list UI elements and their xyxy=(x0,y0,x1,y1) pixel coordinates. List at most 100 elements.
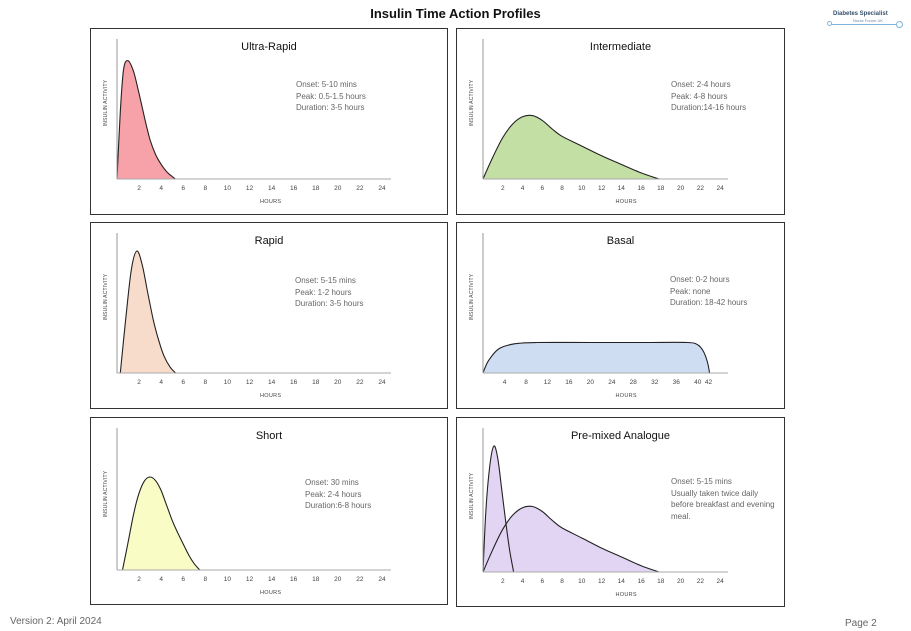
ultra-rapid-chart-svg: 2 4 6 8 10 12 14 16 18 20 22 24 xyxy=(116,39,391,192)
rapid-info-text: Onset: 5-15 mins Peak: 1-2 hours Duration:… xyxy=(295,275,363,310)
pre-mixed-curve-line-1 xyxy=(482,505,660,573)
pre-mixed-x-tick-label: 22 xyxy=(697,578,705,585)
intermediate-x-tick-label: 10 xyxy=(578,185,586,192)
pre-mixed-x-axis-label: HOURS xyxy=(615,592,637,598)
basal-x-tick-label: 36 xyxy=(673,379,681,386)
intermediate-x-tick-label: 14 xyxy=(618,185,626,192)
info-line: Peak: 4-8 hours xyxy=(671,91,728,101)
info-line: Duration:14-16 hours xyxy=(671,103,747,112)
intermediate-info-text: Onset: 2-4 hours Peak: 4-8 hours Duration:… xyxy=(671,79,746,114)
info-line: Onset: 5-15 mins xyxy=(295,276,356,285)
intermediate-x-tick-label: 22 xyxy=(697,185,705,192)
y-axis-label-text: INSULIN ACTIVITY xyxy=(103,79,109,127)
intermediate-x-tick-label: 6 xyxy=(540,185,544,192)
pre-mixed-x-tick-label: 8 xyxy=(560,578,564,585)
rapid-x-tick-label: 4 xyxy=(159,379,163,386)
pre-mixed-x-tick-label: 18 xyxy=(657,578,665,585)
info-line: Onset: 30 mins xyxy=(305,478,359,487)
short-x-tick-label: 2 xyxy=(137,576,141,583)
ultra-rapid-x-tick-label: 4 xyxy=(159,185,163,192)
rapid-x-tick-label: 16 xyxy=(290,379,298,386)
info-line: Usually taken twice daily xyxy=(671,488,759,498)
basal-x-tick-label: 16 xyxy=(565,379,573,386)
short-x-tick-label: 24 xyxy=(378,576,386,583)
rapid-area-fill-0 xyxy=(120,250,176,373)
short-x-tick-label: 22 xyxy=(356,576,364,583)
basal-x-tick-label: 4 xyxy=(503,379,507,386)
basal-curve-line-0 xyxy=(482,341,711,374)
short-x-tick-label: 8 xyxy=(203,576,207,583)
logo-dot-icon xyxy=(896,21,903,28)
pre-mixed-x-tick-label: 14 xyxy=(618,578,626,585)
short-x-tick-label: 18 xyxy=(312,576,320,583)
short-chart-title: Short xyxy=(255,430,283,442)
short-chart-svg: 2 4 6 8 10 12 14 16 18 20 22 24 xyxy=(116,428,391,583)
info-line: Duration: 18-42 hours xyxy=(670,298,748,307)
short-info-text: Onset: 30 mins Peak: 2-4 hours Duration:6-… xyxy=(305,477,371,512)
info-line: Duration: 3-5 hours xyxy=(295,299,364,308)
intermediate-x-tick-label: 2 xyxy=(501,185,505,192)
rapid-x-tick-label: 10 xyxy=(224,379,232,386)
intermediate-x-tick-label: 16 xyxy=(637,185,645,192)
basal-chart-svg: 4 8 12 16 20 24 28 32 36 40 42 xyxy=(482,233,728,386)
basal-x-tick-label: 42 xyxy=(705,379,713,386)
logo-dot-icon xyxy=(827,21,832,26)
rapid-x-tick-label: 18 xyxy=(312,379,320,386)
short-x-tick-label: 4 xyxy=(159,576,163,583)
ultra-rapid-x-tick-label: 18 xyxy=(312,185,320,192)
basal-x-tick-label: 20 xyxy=(587,379,595,386)
ultra-rapid-chart-title: Ultra-Rapid xyxy=(241,41,297,53)
rapid-x-tick-label: 6 xyxy=(181,379,185,386)
ultra-rapid-x-axis-label: HOURS xyxy=(260,199,282,205)
short-x-axis-label: HOURS xyxy=(260,590,282,596)
y-axis-label-text: INSULIN ACTIVITY xyxy=(103,273,109,321)
rapid-x-tick-label: 14 xyxy=(268,379,276,386)
intermediate-x-tick-label: 20 xyxy=(677,185,685,192)
y-axis-label-text: INSULIN ACTIVITY xyxy=(469,79,475,127)
short-area-fill-0 xyxy=(122,477,200,570)
rapid-x-axis-label: HOURS xyxy=(260,393,282,399)
info-line: Onset: 0-2 hours xyxy=(670,275,730,284)
rapid-chart-svg: 2 4 6 8 10 12 14 16 18 20 22 24 xyxy=(116,233,391,386)
short-x-tick-label: 12 xyxy=(246,576,254,583)
short-x-tick-label: 6 xyxy=(181,576,185,583)
pre-mixed-x-tick-label: 4 xyxy=(521,578,525,585)
ultra-rapid-chart-panel: 2 4 6 8 10 12 14 16 18 20 22 24 Ultra-Rapid Onset: 5-… xyxy=(90,28,448,215)
page-title: Insulin Time Action Profiles xyxy=(370,6,541,21)
info-line: Duration: 3-5 hours xyxy=(296,103,365,112)
ultra-rapid-curve-line-0 xyxy=(116,60,176,180)
basal-info-text: Onset: 0-2 hours Peak: none Duration: 18-4… xyxy=(670,274,747,309)
info-line: Onset: 2-4 hours xyxy=(671,80,731,89)
rapid-x-tick-label: 20 xyxy=(334,379,342,386)
basal-x-tick-label: 24 xyxy=(608,379,616,386)
short-x-tick-label: 20 xyxy=(334,576,342,583)
pre-mixed-x-tick-label: 2 xyxy=(501,578,505,585)
pre-mixed-info-text: Onset: 5-15 mins Usually taken twice dail… xyxy=(671,476,775,522)
pre-mixed-x-tick-label: 16 xyxy=(637,578,645,585)
info-line: Duration:6-8 hours xyxy=(305,501,372,510)
intermediate-chart-svg: 2 4 6 8 10 12 14 16 18 20 22 24 xyxy=(482,39,728,192)
pre-mixed-x-tick-label: 10 xyxy=(578,578,586,585)
version-label: Version 2: April 2024 xyxy=(10,616,102,627)
rapid-x-tick-label: 24 xyxy=(378,379,386,386)
basal-x-tick-label: 32 xyxy=(651,379,659,386)
pre-mixed-chart-svg: 2 4 6 8 10 12 14 16 18 20 22 24 xyxy=(482,428,728,585)
basal-area-fill-0 xyxy=(483,342,710,373)
intermediate-chart-title: Intermediate xyxy=(589,41,652,53)
info-line: Peak: 0.5-1.5 hours xyxy=(296,91,366,101)
rapid-x-tick-label: 8 xyxy=(203,379,207,386)
y-axis-label-text: INSULIN ACTIVITY xyxy=(469,273,475,321)
intermediate-x-tick-label: 12 xyxy=(598,185,606,192)
rapid-x-tick-label: 12 xyxy=(246,379,254,386)
basal-chart-panel: 4 8 12 16 20 24 28 32 36 40 42 Basal Onset: 0-2 hour… xyxy=(456,222,785,409)
ultra-rapid-x-tick-label: 24 xyxy=(378,185,386,192)
info-line: before breakfast and evening xyxy=(671,500,775,509)
ultra-rapid-area-fill-0 xyxy=(117,60,176,179)
ultra-rapid-x-tick-label: 8 xyxy=(203,185,207,192)
rapid-x-tick-label: 2 xyxy=(137,379,141,386)
ultra-rapid-x-tick-label: 14 xyxy=(268,185,276,192)
basal-x-tick-label: 28 xyxy=(630,379,638,386)
ultra-rapid-x-tick-label: 16 xyxy=(290,185,298,192)
pre-mixed-curve-line-0 xyxy=(482,445,515,573)
short-x-tick-label: 16 xyxy=(290,576,298,583)
